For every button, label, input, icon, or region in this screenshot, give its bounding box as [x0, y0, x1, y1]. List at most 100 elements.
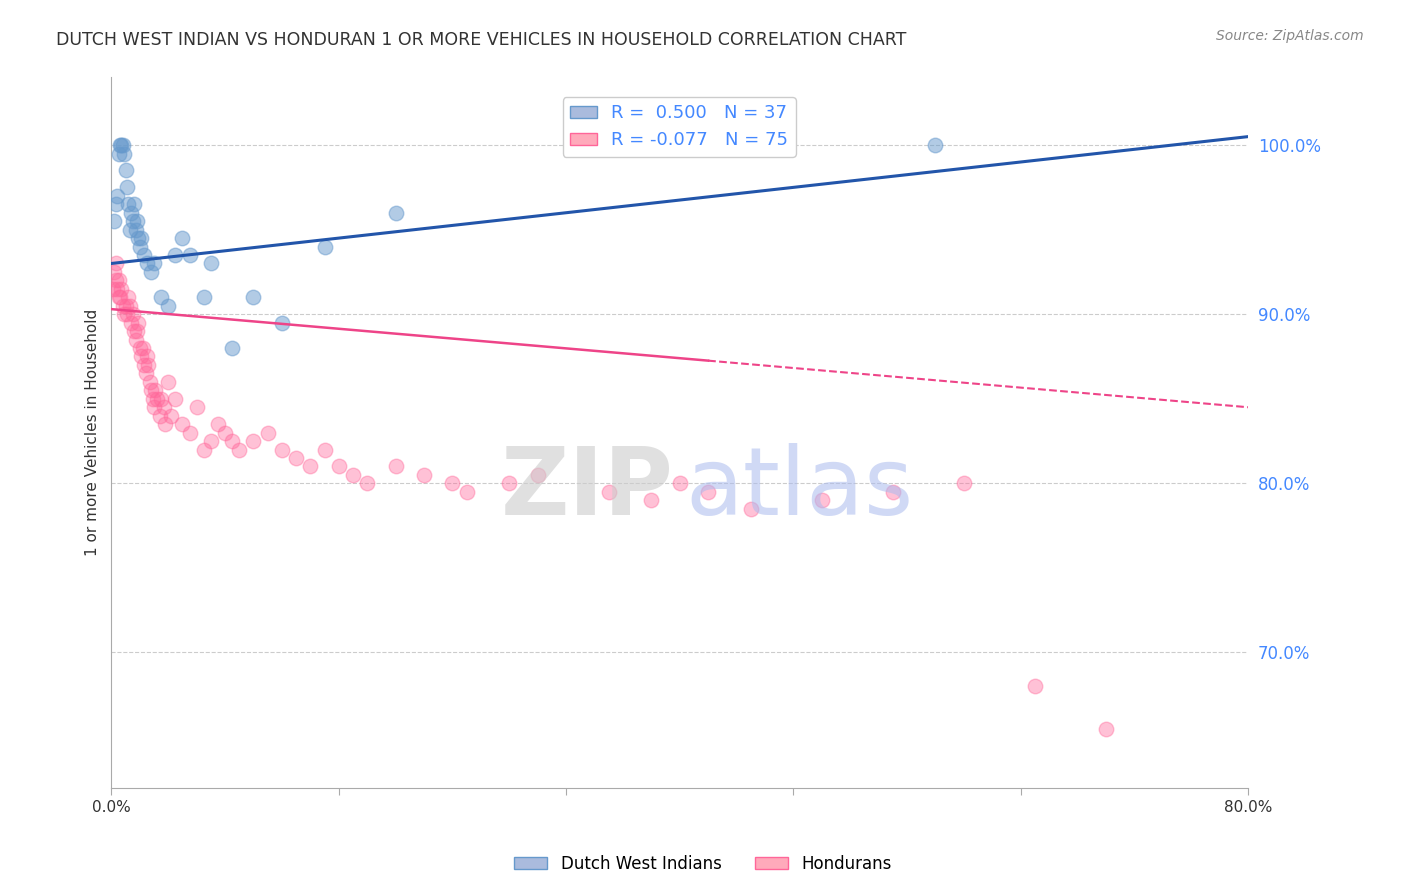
Point	[132, 248, 155, 262]
Text: Source: ZipAtlas.com: Source: ZipAtlas.com	[1216, 29, 1364, 43]
Point	[924, 138, 946, 153]
Point	[114, 163, 136, 178]
Point	[270, 316, 292, 330]
Point	[120, 316, 142, 330]
Point	[456, 484, 478, 499]
Point	[108, 273, 131, 287]
Point	[124, 333, 146, 347]
Point	[138, 358, 160, 372]
Point	[122, 197, 145, 211]
Point	[200, 434, 222, 448]
Point	[127, 231, 149, 245]
Point	[342, 467, 364, 482]
Point	[172, 231, 194, 245]
Point	[207, 417, 229, 431]
Point	[121, 307, 143, 321]
Point	[328, 459, 350, 474]
Point	[110, 138, 132, 153]
Point	[121, 214, 143, 228]
Point	[228, 442, 250, 457]
Point	[117, 197, 139, 211]
Point	[105, 282, 128, 296]
Point	[810, 493, 832, 508]
Point	[118, 299, 141, 313]
Point	[441, 476, 464, 491]
Point	[384, 459, 406, 474]
Point	[270, 442, 292, 457]
Point	[143, 256, 166, 270]
Point	[125, 324, 148, 338]
Point	[146, 392, 169, 406]
Point	[172, 417, 194, 431]
Point	[110, 282, 132, 296]
Point	[179, 425, 201, 440]
Point	[299, 459, 322, 474]
Point	[131, 341, 153, 355]
Point	[221, 341, 243, 355]
Point	[153, 401, 176, 415]
Point	[141, 265, 163, 279]
Point	[953, 476, 976, 491]
Point	[118, 222, 141, 236]
Point	[127, 316, 149, 330]
Point	[384, 205, 406, 219]
Point	[157, 299, 180, 313]
Point	[697, 484, 720, 499]
Point	[256, 425, 278, 440]
Point	[186, 401, 208, 415]
Point	[104, 256, 127, 270]
Point	[1024, 679, 1046, 693]
Point	[740, 501, 762, 516]
Point	[115, 307, 138, 321]
Point	[526, 467, 548, 482]
Point	[124, 222, 146, 236]
Point	[314, 442, 336, 457]
Point	[149, 409, 172, 423]
Point	[179, 248, 201, 262]
Point	[136, 350, 159, 364]
Point	[155, 417, 177, 431]
Legend: Dutch West Indians, Hondurans: Dutch West Indians, Hondurans	[508, 848, 898, 880]
Point	[129, 231, 152, 245]
Point	[136, 256, 159, 270]
Point	[640, 493, 662, 508]
Point	[150, 392, 173, 406]
Text: atlas: atlas	[685, 443, 914, 535]
Point	[125, 214, 148, 228]
Point	[598, 484, 620, 499]
Point	[221, 434, 243, 448]
Point	[111, 299, 134, 313]
Point	[107, 290, 129, 304]
Point	[101, 282, 124, 296]
Point	[107, 146, 129, 161]
Point	[105, 273, 128, 287]
Point	[882, 484, 904, 499]
Point	[668, 476, 690, 491]
Point	[111, 138, 134, 153]
Point	[165, 248, 187, 262]
Point	[285, 450, 308, 465]
Point	[120, 205, 142, 219]
Point	[142, 392, 165, 406]
Point	[105, 189, 128, 203]
Point	[128, 239, 150, 253]
Point	[128, 341, 150, 355]
Point	[193, 442, 215, 457]
Point	[160, 409, 183, 423]
Point	[165, 392, 187, 406]
Point	[498, 476, 520, 491]
Legend: R =  0.500   N = 37, R = -0.077   N = 75: R = 0.500 N = 37, R = -0.077 N = 75	[562, 97, 796, 157]
Point	[141, 384, 163, 398]
Point	[1095, 722, 1118, 736]
Point	[134, 367, 156, 381]
Point	[143, 401, 166, 415]
Point	[242, 434, 264, 448]
Point	[214, 425, 236, 440]
Point	[103, 214, 125, 228]
Point	[104, 197, 127, 211]
Point	[314, 239, 336, 253]
Point	[242, 290, 264, 304]
Point	[139, 375, 162, 389]
Point	[413, 467, 436, 482]
Point	[193, 290, 215, 304]
